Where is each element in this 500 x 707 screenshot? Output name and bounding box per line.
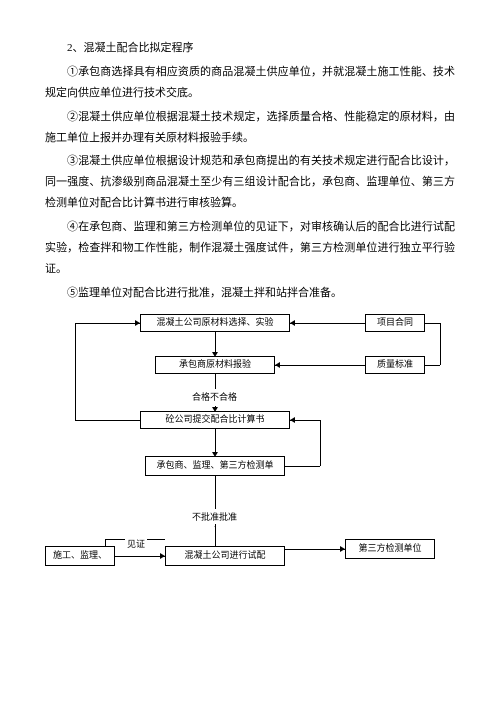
para-2: ②混凝土供应单位根据混凝土技术规定，选择质量合格、性能稳定的原材料，由施工单位上… [45, 107, 455, 149]
para-5: ⑤监理单位对配合比进行批准，混凝土拌和站拌合准备。 [45, 283, 455, 304]
label-witness: 见证 [125, 536, 147, 553]
box-review: 承包商、监理、第三方检测单 [145, 456, 285, 476]
para-1: ①承包商选择具有相应资质的商品混凝土供应单位，并就混凝土施工性能、技术规定向供应… [45, 62, 455, 104]
para-3: ③混凝土供应单位根据设计规范和承包商提出的有关技术规定进行配合比设计，同一强度、… [45, 151, 455, 214]
box-contract: 项目合同 [365, 314, 425, 332]
box-quality-standard: 质量标准 [365, 356, 425, 374]
label-qualified: 合格不合格 [190, 389, 239, 406]
flowchart: 混凝土公司原材料选择、实验 项目合同 承包商原材料报验 质量标准 合格不合格 砼… [45, 314, 455, 594]
para-4: ④在承包商、监理和第三方检测单位的见证下，对审核确认后的配合比进行试配实验，检查… [45, 217, 455, 280]
box-third-party: 第三方检测单位 [345, 539, 435, 559]
box-material-report: 承包商原材料报验 [155, 356, 275, 374]
box-raw-material-select: 混凝土公司原材料选择、实验 [140, 314, 290, 332]
box-construction-supervise: 施工、监理、 [45, 546, 115, 566]
heading: 2、混凝土配合比拟定程序 [45, 38, 455, 59]
box-trial-mix: 混凝土公司进行试配 [165, 546, 285, 566]
box-mix-calc: 砼公司提交配合比计算书 [140, 411, 290, 429]
